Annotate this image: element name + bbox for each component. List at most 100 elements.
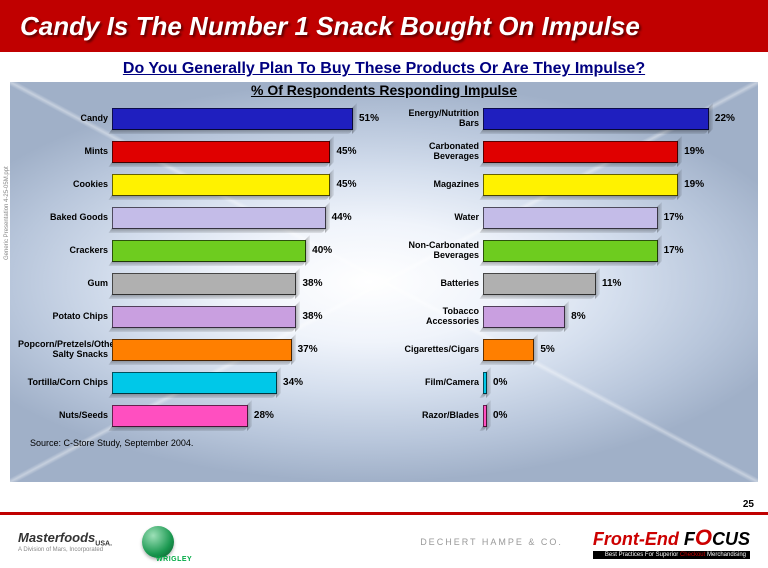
bar-value: 45% [336, 179, 356, 190]
bar-value: 45% [336, 146, 356, 157]
chart-right-column: Energy/Nutrition Bars22%Carbonated Bever… [389, 104, 750, 434]
bar-value: 19% [684, 179, 704, 190]
page-number: 25 [743, 499, 754, 510]
bar-value: 38% [302, 311, 322, 322]
bar [112, 240, 306, 262]
bar-area: 40% [112, 240, 379, 262]
bar-area: 0% [483, 372, 750, 394]
bar-value: 38% [302, 278, 322, 289]
masterfoods-tagline: A Division of Mars, Incorporated [18, 547, 112, 553]
chart-title: % Of Respondents Responding Impulse [18, 82, 750, 98]
bar [483, 141, 678, 163]
category-label: Gum [18, 279, 112, 288]
vertical-filename: Generic Presentation 4-25-05M.ppt [4, 166, 10, 260]
category-label: Popcorn/Pretzels/Other Salty Snacks [18, 340, 112, 359]
frontend-text-1: Front-End [593, 529, 679, 549]
bar-value: 8% [571, 311, 585, 322]
bar-area: 17% [483, 207, 750, 229]
bar-row: Tobacco Accessories 8% [389, 302, 750, 332]
bar [112, 207, 326, 229]
bar-value: 37% [298, 344, 318, 355]
subtitle: Do You Generally Plan To Buy These Produ… [18, 60, 750, 78]
category-label: Crackers [18, 246, 112, 255]
frontend-focus-logo: Front-End FOCUS Best Practices For Super… [593, 525, 750, 559]
bar-area: 38% [112, 306, 379, 328]
bar-row: Cigarettes/Cigars 5% [389, 335, 750, 365]
bar-area: 11% [483, 273, 750, 295]
bar-area: 38% [112, 273, 379, 295]
bar [483, 174, 678, 196]
bar-value: 40% [312, 245, 332, 256]
bar-row: Popcorn/Pretzels/Other Salty Snacks 37% [18, 335, 379, 365]
frontend-text-3: O [695, 525, 712, 550]
bar [112, 174, 330, 196]
bar-value: 34% [283, 377, 303, 388]
bar-row: Mints 45% [18, 137, 379, 167]
bar-value: 44% [332, 212, 352, 223]
bar-row: Film/Camera 0% [389, 368, 750, 398]
bar-row: Magazines19% [389, 170, 750, 200]
category-label: Razor/Blades [389, 411, 483, 420]
bar [483, 372, 487, 394]
bar-row: Water17% [389, 203, 750, 233]
category-label: Cigarettes/Cigars [389, 345, 483, 354]
bar-row: Razor/Blades 0% [389, 401, 750, 431]
bar-value: 17% [664, 245, 684, 256]
bar-row: Gum 38% [18, 269, 379, 299]
bar-value: 17% [664, 212, 684, 223]
category-label: Energy/Nutrition Bars [389, 109, 483, 128]
bar [483, 108, 709, 130]
bar-row: Cookies45% [18, 170, 379, 200]
charts: Candy51%Mints45%Cookies45%Baked Goods44%… [18, 104, 750, 434]
category-label: Batteries [389, 279, 483, 288]
bar-row: Candy 51% [18, 104, 379, 134]
bar-row: Potato Chips 38% [18, 302, 379, 332]
bar-value: 0% [493, 377, 507, 388]
category-label: Potato Chips [18, 312, 112, 321]
bar-value: 28% [254, 410, 274, 421]
bar-area: 17% [483, 240, 750, 262]
bar-row: Non-Carbonated Beverages 17% [389, 236, 750, 266]
bar [112, 306, 296, 328]
bar [483, 405, 487, 427]
category-label: Tobacco Accessories [389, 307, 483, 326]
bar-area: 19% [483, 141, 750, 163]
header: Candy Is The Number 1 Snack Bought On Im… [0, 0, 768, 52]
bar [483, 273, 596, 295]
bar-row: Nuts/Seeds 28% [18, 401, 379, 431]
bar-area: 45% [112, 141, 379, 163]
bar [112, 372, 277, 394]
bar-value: 51% [359, 113, 379, 124]
category-label: Tortilla/Corn Chips [18, 378, 112, 387]
bar [483, 207, 658, 229]
frontend-text-4: CUS [712, 529, 750, 549]
chart-container: Do You Generally Plan To Buy These Produ… [0, 60, 768, 434]
category-label: Baked Goods [18, 213, 112, 222]
bar-row: Baked Goods 44% [18, 203, 379, 233]
category-label: Nuts/Seeds [18, 411, 112, 420]
category-label: Mints [18, 147, 112, 156]
bar-area: 8% [483, 306, 750, 328]
category-label: Carbonated Beverages [389, 142, 483, 161]
bar [112, 108, 353, 130]
source-text: Source: C-Store Study, September 2004. [30, 438, 768, 448]
bar-area: 51% [112, 108, 379, 130]
bar-area: 34% [112, 372, 379, 394]
footer: MasterfoodsUSA. A Division of Mars, Inco… [0, 512, 768, 568]
bar [112, 273, 296, 295]
bar-value: 0% [493, 410, 507, 421]
bar-value: 11% [602, 278, 621, 289]
bar [483, 339, 534, 361]
bar-area: 37% [112, 339, 379, 361]
bar-row: Carbonated Beverages19% [389, 137, 750, 167]
bar-area: 45% [112, 174, 379, 196]
bar-row: Batteries 11% [389, 269, 750, 299]
category-label: Film/Camera [389, 378, 483, 387]
category-label: Candy [18, 114, 112, 123]
bar-area: 5% [483, 339, 750, 361]
bar-row: Energy/Nutrition Bars22% [389, 104, 750, 134]
category-label: Non-Carbonated Beverages [389, 241, 483, 260]
bar-area: 22% [483, 108, 750, 130]
bar-value: 5% [540, 344, 554, 355]
masterfoods-logo: MasterfoodsUSA. A Division of Mars, Inco… [18, 530, 112, 554]
